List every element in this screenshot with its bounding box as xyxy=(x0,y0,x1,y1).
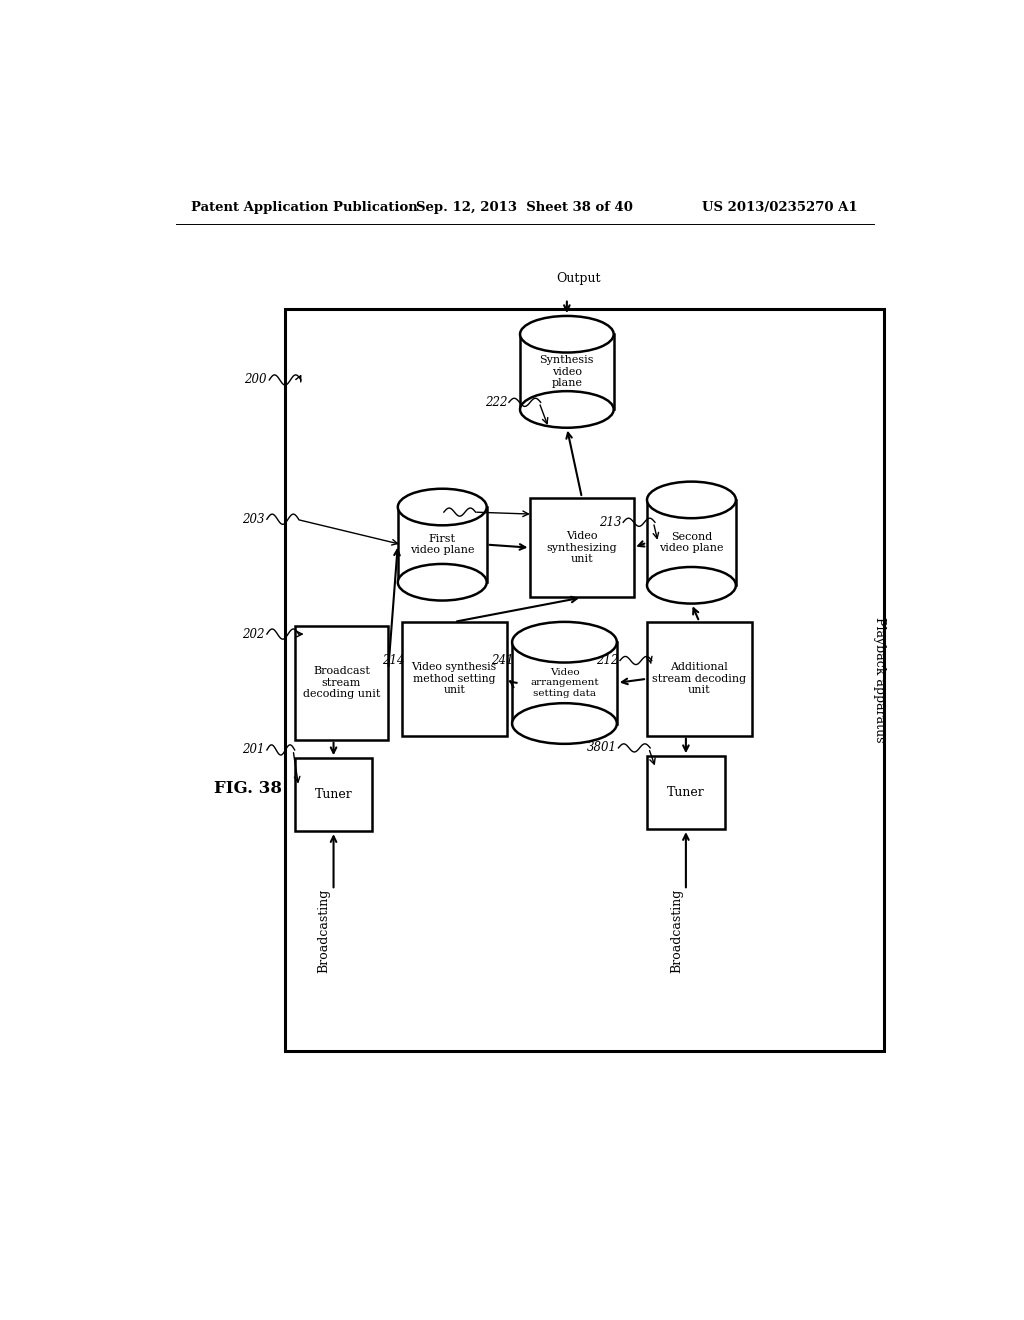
Text: 213: 213 xyxy=(599,516,622,529)
Ellipse shape xyxy=(512,704,616,744)
Text: Video
arrangement
setting data: Video arrangement setting data xyxy=(530,668,599,698)
Bar xyxy=(647,500,736,585)
Text: FIG. 38: FIG. 38 xyxy=(214,780,282,797)
Text: 222: 222 xyxy=(484,396,507,409)
Text: Patent Application Publication: Patent Application Publication xyxy=(191,201,418,214)
Text: 212: 212 xyxy=(596,653,618,667)
Text: Video synthesis
method setting
unit: Video synthesis method setting unit xyxy=(412,663,497,696)
Text: Broadcast
stream
decoding unit: Broadcast stream decoding unit xyxy=(303,667,380,700)
Bar xyxy=(397,507,486,582)
Text: 201: 201 xyxy=(242,743,264,756)
Bar xyxy=(520,334,613,409)
Text: Output: Output xyxy=(556,272,601,285)
Bar xyxy=(530,498,634,598)
Ellipse shape xyxy=(647,568,736,603)
Text: 241: 241 xyxy=(492,653,514,667)
Text: Video
synthesizing
unit: Video synthesizing unit xyxy=(547,531,617,564)
Text: Playback apparatus: Playback apparatus xyxy=(873,616,886,743)
Bar xyxy=(285,309,884,1051)
Ellipse shape xyxy=(647,482,736,519)
Text: US 2013/0235270 A1: US 2013/0235270 A1 xyxy=(702,201,858,214)
Bar xyxy=(647,756,725,829)
Ellipse shape xyxy=(520,315,613,352)
Text: 203: 203 xyxy=(242,512,264,525)
Text: Additional
stream decoding
unit: Additional stream decoding unit xyxy=(652,663,746,696)
Text: Sep. 12, 2013  Sheet 38 of 40: Sep. 12, 2013 Sheet 38 of 40 xyxy=(417,201,633,214)
Text: First
video plane: First video plane xyxy=(410,533,474,556)
Text: Tuner: Tuner xyxy=(314,788,352,801)
Bar xyxy=(647,622,752,735)
Text: Broadcasting: Broadcasting xyxy=(317,888,331,973)
Ellipse shape xyxy=(397,488,486,525)
Text: Broadcasting: Broadcasting xyxy=(670,888,683,973)
Text: 3801: 3801 xyxy=(587,742,616,755)
Text: Tuner: Tuner xyxy=(667,787,705,799)
Text: Second
video plane: Second video plane xyxy=(659,532,724,553)
Bar xyxy=(401,622,507,735)
Text: 200: 200 xyxy=(245,374,267,387)
Text: 214: 214 xyxy=(382,653,404,667)
Ellipse shape xyxy=(397,564,486,601)
Bar xyxy=(512,643,616,723)
Ellipse shape xyxy=(520,391,613,428)
Ellipse shape xyxy=(512,622,616,663)
Bar xyxy=(295,626,388,739)
Text: 202: 202 xyxy=(242,627,264,640)
Bar xyxy=(295,758,373,832)
Text: 221: 221 xyxy=(419,506,441,519)
Text: Synthesis
video
plane: Synthesis video plane xyxy=(540,355,594,388)
